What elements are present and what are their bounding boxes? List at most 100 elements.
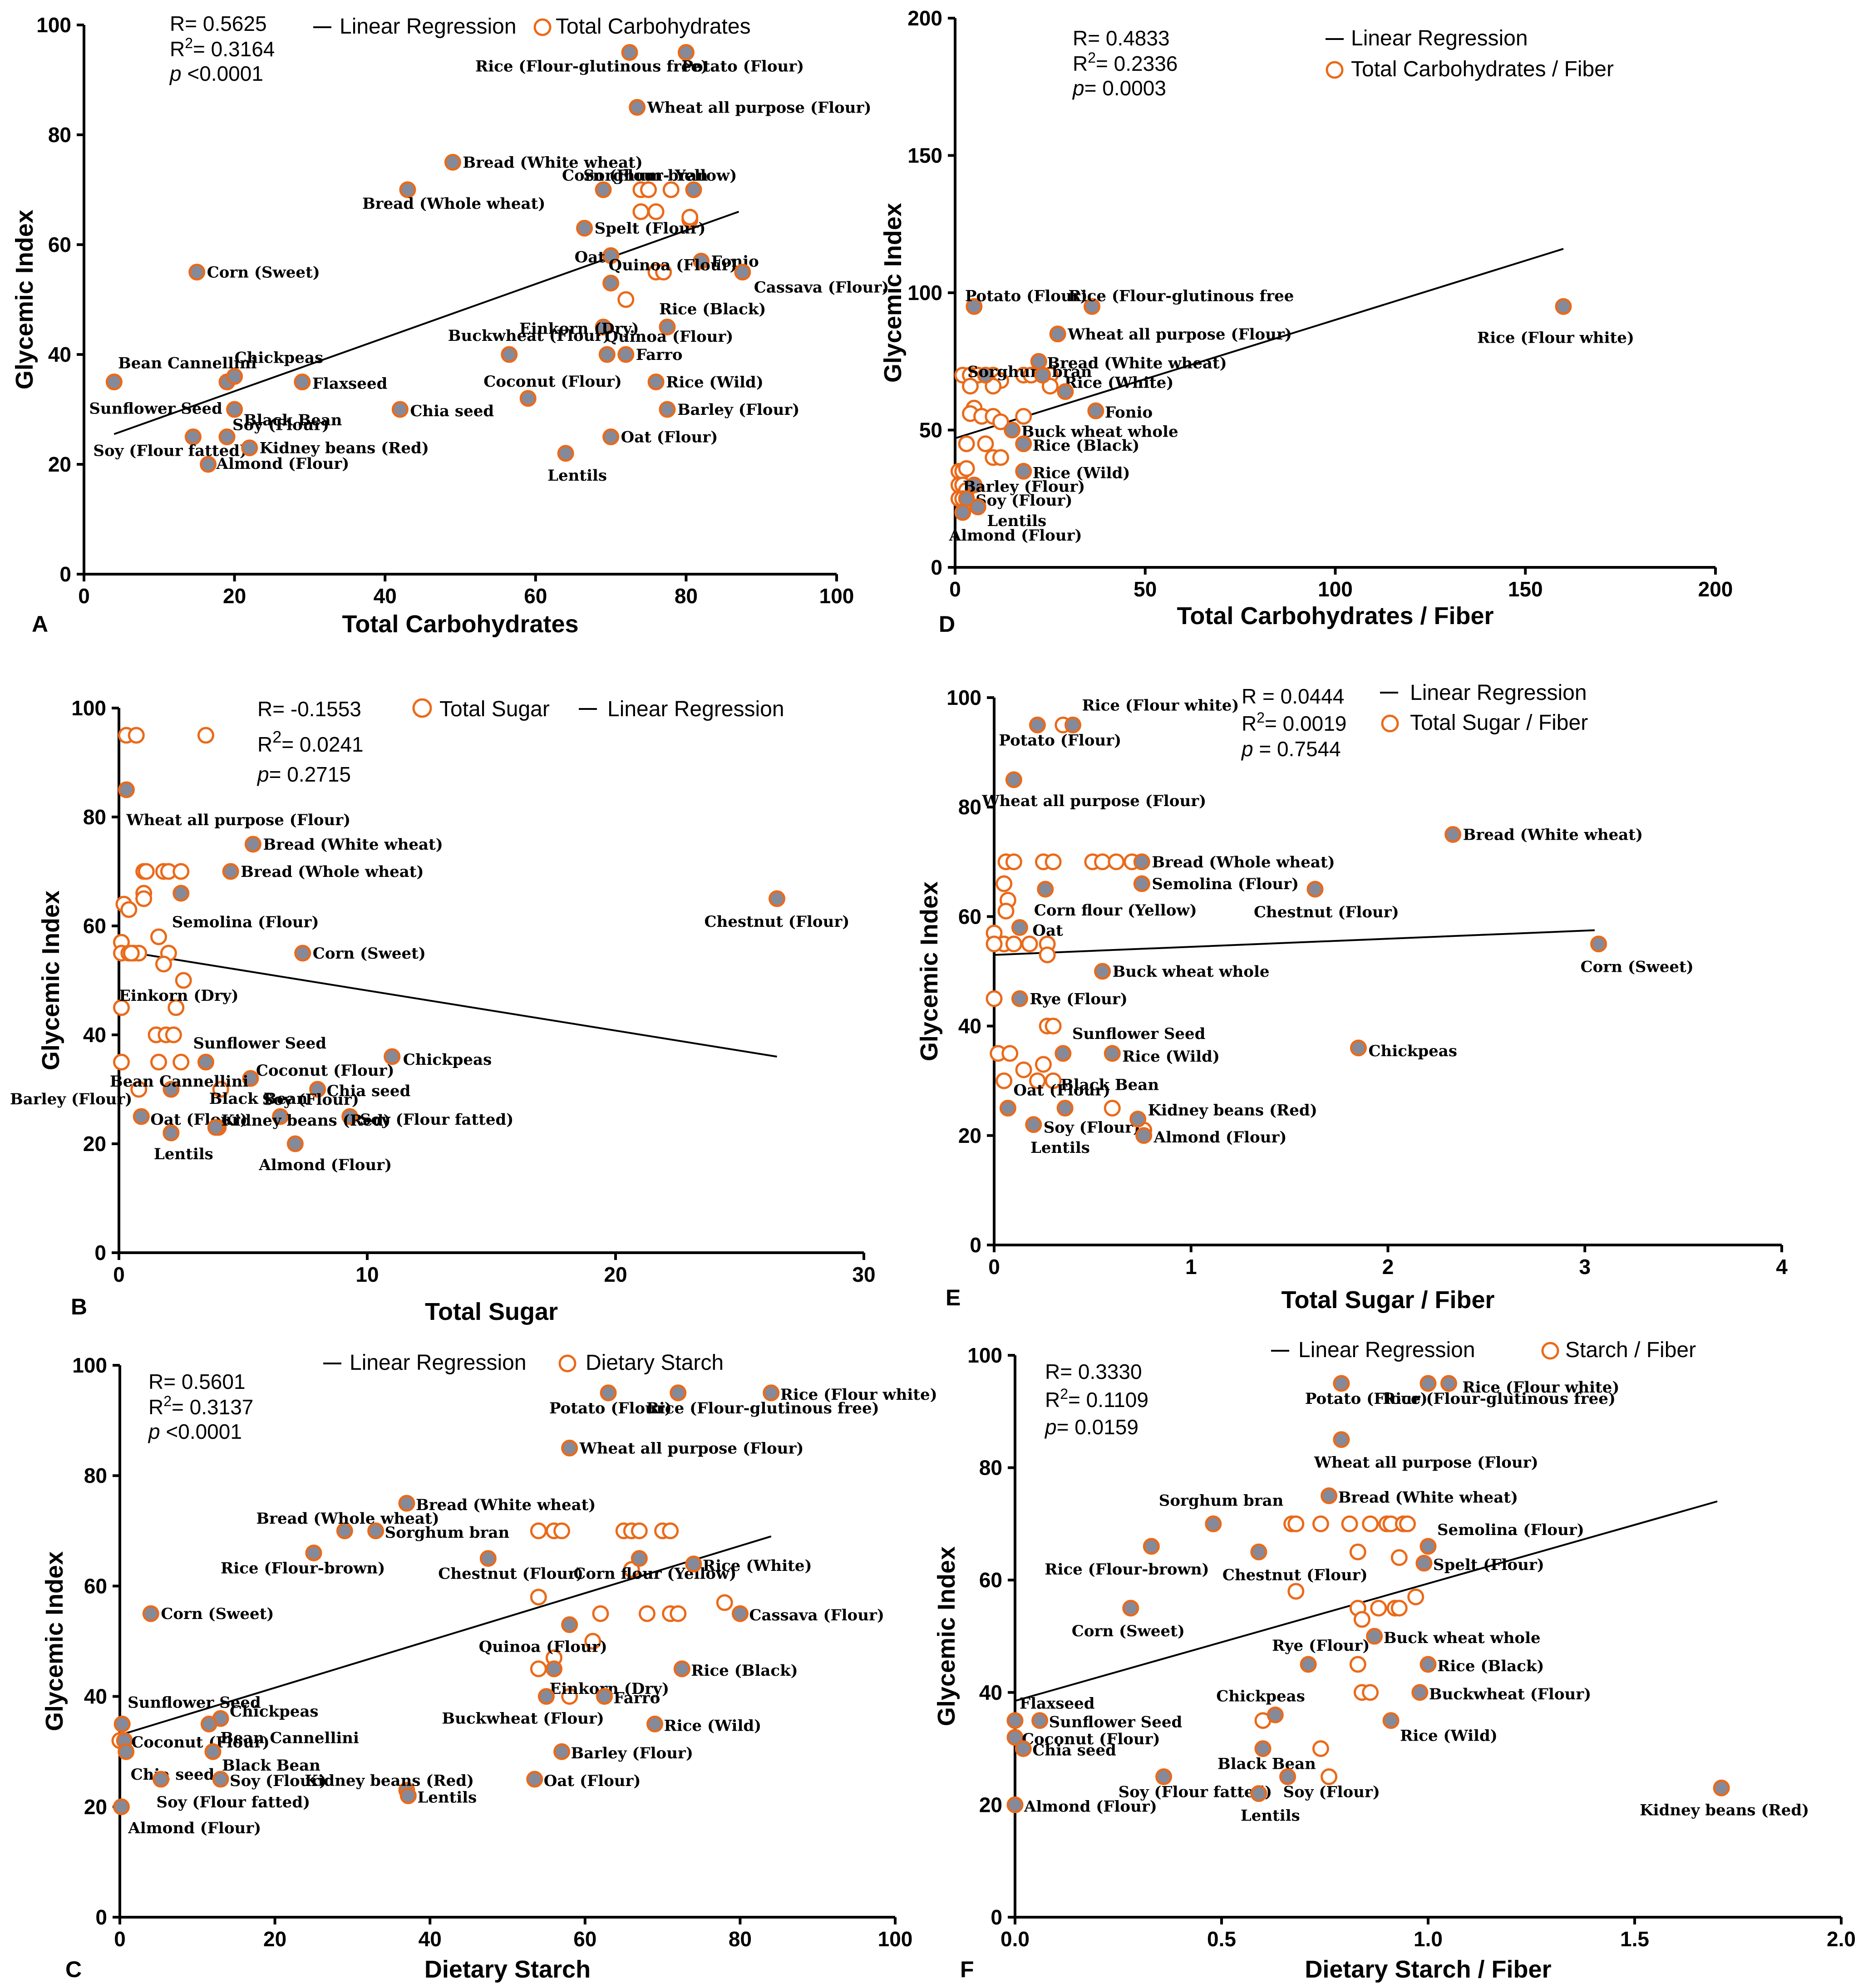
data-point-label: Semolina (Flour) (1437, 1521, 1584, 1539)
data-point-open (1045, 1018, 1062, 1035)
panel-f-stat-r2: R2= 0.1109 (1045, 1386, 1148, 1412)
x-tick-label: 3 (1579, 1255, 1591, 1279)
data-point (309, 1081, 326, 1098)
data-point-open (1035, 1056, 1052, 1073)
data-point (1382, 1712, 1400, 1729)
data-point-label: Rice (White) (1065, 374, 1174, 392)
data-point (596, 1688, 613, 1705)
data-point (1006, 1712, 1024, 1729)
data-point-open (1362, 1684, 1379, 1701)
data-point-label: Buck wheat whole (1113, 963, 1270, 981)
data-point-open (1045, 1072, 1062, 1089)
data-point (242, 1070, 259, 1087)
data-point-label: Coconut (Flour) (1022, 1730, 1160, 1748)
data-point (1122, 1599, 1139, 1617)
data-point (576, 220, 593, 237)
data-point-label: Soy (Flour fatted) (93, 442, 247, 460)
data-point-label: Bread (Whole wheat) (241, 863, 424, 881)
data-point-open (120, 901, 138, 918)
y-tick-label: 40 (83, 1023, 106, 1047)
data-point-label: Rice (Flour-glutinous free) (1383, 1390, 1616, 1408)
data-point-open (1005, 853, 1022, 871)
y-tick-label: 40 (958, 1014, 981, 1038)
data-point-open (992, 413, 1009, 430)
data-point (218, 428, 236, 445)
data-point-open (1005, 935, 1022, 953)
x-axis-title: Total Carbohydrates / Fiber (1177, 602, 1493, 630)
panel-a-legend-marker-label: Total Carbohydrates (556, 15, 751, 39)
data-point (200, 1715, 217, 1732)
y-tick-label: 60 (958, 905, 981, 928)
x-tick-label: 40 (419, 1927, 442, 1951)
data-point-label: Sorghum bran (385, 1524, 510, 1542)
data-point-label: Soy (Flour fatted) (360, 1111, 514, 1129)
data-point-label: Bread (White wheat) (416, 1496, 596, 1514)
data-point-label: Corn (Sweet) (313, 945, 426, 963)
data-point-label: Flaxseed (312, 375, 388, 393)
data-point (1055, 1045, 1072, 1062)
data-point (966, 477, 983, 493)
data-point-label: Black Bean (209, 1090, 308, 1108)
data-point-label: Rice (Black) (659, 300, 766, 319)
x-tick-label: 0 (114, 1927, 126, 1951)
x-tick-label: 2 (1382, 1255, 1394, 1279)
data-point (1049, 325, 1066, 343)
data-point-open (977, 435, 994, 453)
data-point-label: Potato (Flour) (999, 731, 1121, 749)
data-point-label: Sunflower Seed (1049, 1713, 1183, 1732)
data-point (200, 456, 217, 473)
data-point (602, 428, 620, 445)
data-point-label: Bread (White wheat) (1338, 1489, 1518, 1507)
data-point-open (662, 1522, 679, 1540)
y-axis-title: Glycemic Index (11, 210, 38, 389)
data-point (294, 374, 311, 390)
data-point (1057, 383, 1074, 400)
data-point (1321, 1487, 1338, 1504)
data-point-label: Rice (White) (703, 1557, 812, 1575)
data-point-label: Lentils (417, 1788, 477, 1806)
x-tick-label: 100 (878, 1927, 913, 1951)
data-point-open (168, 999, 185, 1016)
data-point (734, 264, 751, 280)
data-point (1250, 1543, 1267, 1560)
data-point-open (212, 1081, 229, 1098)
data-point-open (584, 1633, 601, 1650)
data-point-open (530, 1589, 547, 1606)
data-point (1444, 826, 1462, 843)
data-point-open (958, 435, 975, 453)
panel-e-legend-line-label: Linear Regression (1410, 681, 1587, 705)
data-point (966, 298, 983, 315)
y-axis-title: Glycemic Index (41, 1551, 68, 1731)
panel-a-stat-r: R= 0.5625 (170, 12, 267, 35)
data-point-label: Corn (Sweet) (207, 264, 320, 282)
data-point-open (197, 727, 214, 744)
y-tick-label: 20 (979, 1793, 1002, 1816)
panel-f-legend-marker-label: Starch / Fiber (1565, 1338, 1696, 1362)
data-point-label: Chickpeas (403, 1051, 492, 1069)
data-point (1333, 1431, 1350, 1448)
data-point-label: Potato (Flour) (681, 58, 804, 76)
data-point-open (165, 1026, 182, 1043)
data-point (305, 1544, 322, 1561)
panel-d-letter: D (939, 611, 955, 637)
data-point-label: Wheat all purpose (Flour) (1067, 325, 1292, 344)
y-tick-label: 40 (979, 1681, 1002, 1704)
data-point-open (113, 1053, 130, 1071)
y-tick-label: 100 (36, 13, 71, 37)
data-point (557, 445, 574, 462)
data-point-open (1321, 1768, 1338, 1785)
y-tick-label: 0 (970, 1233, 981, 1257)
data-point-label: Almond (Flour) (128, 1819, 261, 1837)
data-point-open (996, 875, 1013, 892)
data-point-label: Rice (Flour white) (1477, 329, 1634, 347)
data-point (977, 367, 994, 384)
data-point-label: Oat (Flour) (544, 1772, 641, 1790)
data-point (647, 374, 665, 390)
y-tick-label: 80 (84, 1464, 107, 1487)
y-tick-label: 200 (907, 6, 942, 30)
y-tick-label: 100 (967, 1343, 1002, 1367)
x-tick-label: 0.0 (1000, 1927, 1030, 1951)
panel-f-stat-p: p= 0.0159 (1044, 1415, 1138, 1439)
data-point (222, 863, 239, 880)
data-point-label: Almond (Flour) (949, 527, 1082, 545)
